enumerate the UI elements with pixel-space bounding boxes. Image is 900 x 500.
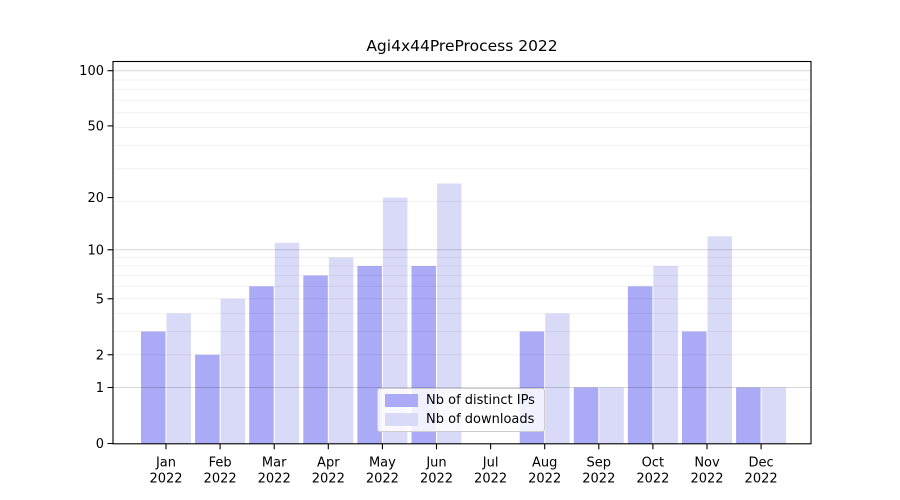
x-tick-label-month: Sep — [587, 456, 612, 471]
bar-nb-of-distinct-ips-nov — [682, 331, 707, 444]
bar-nb-of-distinct-ips-dec — [736, 387, 761, 444]
y-tick-label: 10 — [87, 243, 104, 258]
y-tick-label: 5 — [96, 292, 104, 307]
bar-nb-of-downloads-aug — [545, 313, 570, 444]
x-tick-label-month: Oct — [642, 456, 664, 471]
x-tick-label-year: 2022 — [636, 472, 669, 487]
bar-nb-of-downloads-mar — [274, 242, 300, 444]
legend-label-distinct-ips: Nb of distinct IPs — [426, 393, 535, 408]
plot-border — [112, 60, 812, 445]
y-tick-label: 20 — [87, 191, 104, 206]
bar-nb-of-downloads-feb — [220, 298, 246, 444]
x-tick-label-month: Feb — [209, 456, 232, 471]
bar-nb-of-downloads-dec — [761, 387, 787, 444]
x-tick-label-month: Jul — [482, 456, 499, 471]
x-tick-label-month: Dec — [749, 456, 774, 471]
x-tick-label-year: 2022 — [745, 472, 778, 487]
x-tick-label-year: 2022 — [312, 472, 345, 487]
bar-nb-of-distinct-ips-jan — [141, 331, 166, 444]
x-tick-label-year: 2022 — [149, 472, 182, 487]
bar-nb-of-downloads-jan — [166, 313, 191, 444]
x-tick-label-month: Aug — [532, 456, 557, 471]
bar-nb-of-distinct-ips-mar — [249, 286, 274, 444]
bar-nb-of-downloads-sep — [599, 387, 624, 444]
bar-nb-of-downloads-oct — [653, 266, 678, 444]
x-tick-label-year: 2022 — [258, 472, 291, 487]
bar-nb-of-distinct-ips-feb — [195, 354, 220, 444]
x-tick-label-year: 2022 — [366, 472, 399, 487]
bar-nb-of-distinct-ips-oct — [627, 286, 653, 444]
legend-row-downloads: Nb of downloads — [385, 412, 544, 427]
x-tick-label-month: Jun — [425, 456, 446, 471]
legend-row-distinct-ips: Nb of distinct IPs — [385, 393, 544, 408]
x-tick-label-year: 2022 — [420, 472, 453, 487]
y-tick-label: 0 — [96, 437, 104, 452]
chart-title: Agi4x44PreProcess 2022 — [366, 37, 558, 55]
x-tick-label-year: 2022 — [204, 472, 237, 487]
bar-nb-of-downloads-apr — [328, 257, 354, 444]
y-tick-label: 1 — [96, 381, 104, 396]
y-tick-label: 50 — [87, 119, 104, 134]
bar-nb-of-downloads-nov — [707, 236, 732, 444]
x-tick-label-year: 2022 — [690, 472, 723, 487]
y-tick-label: 100 — [79, 64, 104, 79]
legend-swatch-distinct-ips — [385, 394, 418, 407]
x-tick-label-month: May — [369, 456, 396, 471]
legend: Nb of distinct IPs Nb of downloads — [377, 388, 545, 432]
bar-nb-of-distinct-ips-sep — [573, 387, 599, 444]
y-tick-label: 2 — [96, 348, 104, 363]
x-tick-label-month: Mar — [262, 456, 287, 471]
legend-swatch-downloads — [385, 413, 418, 426]
x-tick-label-month: Jan — [155, 456, 176, 471]
x-tick-label-year: 2022 — [582, 472, 615, 487]
legend-label-downloads: Nb of downloads — [426, 412, 535, 427]
bar-nb-of-distinct-ips-apr — [303, 275, 328, 444]
x-tick-label-year: 2022 — [474, 472, 507, 487]
x-tick-label-year: 2022 — [528, 472, 561, 487]
x-tick-label-month: Nov — [694, 456, 720, 471]
x-tick-label-month: Apr — [317, 456, 340, 471]
